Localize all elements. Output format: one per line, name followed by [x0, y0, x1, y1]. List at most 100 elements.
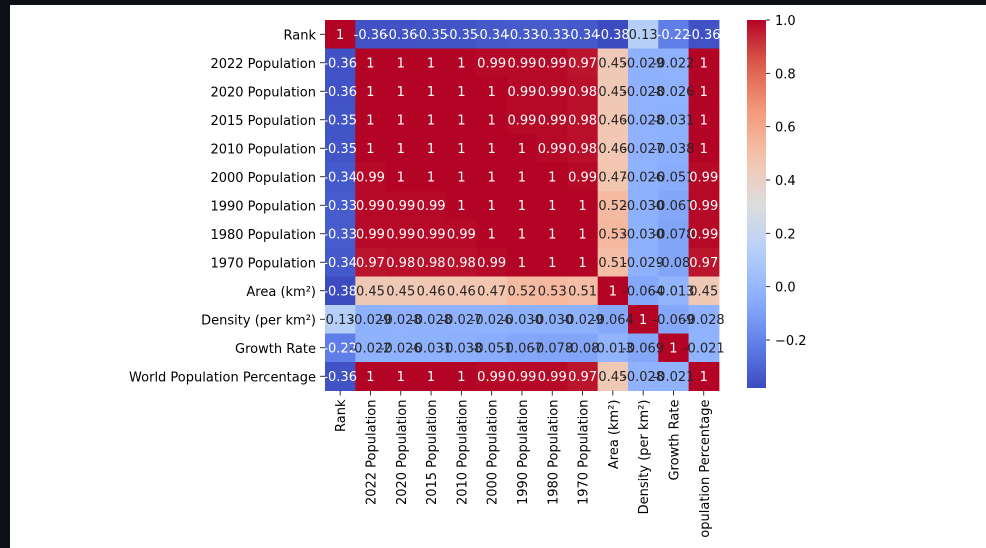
- cell-value-label: 0.99: [689, 170, 718, 185]
- heatmap-cell: [537, 333, 568, 363]
- cell-value-label: 0.53: [598, 227, 627, 242]
- heatmap-cell: [476, 219, 508, 249]
- y-tick-label-1980-population: 1980 Population: [210, 228, 316, 243]
- cell-value-label: -0.064: [592, 313, 634, 328]
- heatmap-cell: [325, 20, 356, 49]
- heatmap-cell: [506, 77, 538, 106]
- x-tick-label-growth-rate: Growth Rate: [667, 400, 682, 481]
- cell-value-label: 0.99: [507, 56, 536, 71]
- heatmap-cell: [658, 219, 690, 249]
- cell-value-label: -0.028: [622, 113, 664, 128]
- cell-value-label: 1: [427, 370, 435, 385]
- heatmap-cell: [597, 77, 629, 106]
- cell-value-label: 0.45: [356, 284, 385, 299]
- y-tick-label-1990-population: 1990 Population: [210, 199, 316, 214]
- x-tick-label-area-km: Area (km²): [607, 400, 622, 470]
- heatmap-cell: [325, 276, 356, 306]
- cell-value-label: -0.36: [687, 28, 721, 43]
- heatmap-cell: [658, 77, 690, 106]
- heatmap-cell: [446, 248, 477, 277]
- x-tick-label-rank: Rank: [334, 399, 349, 432]
- heatmap-cell: [415, 20, 447, 49]
- cell-value-label: -0.34: [475, 28, 509, 43]
- heatmap-cell: [628, 362, 659, 391]
- x-tick-label-1980-population: 1980 Population: [546, 400, 561, 506]
- cell-value-label: -0.030: [531, 313, 573, 328]
- heatmap-cell: [628, 134, 659, 163]
- cell-value-label: 0.98: [417, 256, 446, 271]
- colorbar: 1.0 0.8 0.6 0.4 0.2 0.0 −0.2: [747, 14, 807, 388]
- y-tick-label-2020-population: 2020 Population: [210, 85, 316, 100]
- heatmap-cell: [537, 48, 568, 78]
- heatmap-cell: [415, 191, 447, 220]
- cell-value-label: 1: [488, 113, 496, 128]
- heatmap-cell: [476, 276, 508, 306]
- heatmap-cell: [325, 134, 356, 163]
- y-tick-label-density-per-km: Density (per km²): [201, 313, 316, 328]
- heatmap-cell: [597, 276, 629, 306]
- heatmap-cell: [537, 77, 568, 106]
- cell-value-label: 1: [488, 85, 496, 100]
- heatmap-cell: [415, 276, 447, 306]
- cell-value-label: 0.52: [598, 199, 627, 214]
- cell-value-label: 0.45: [598, 56, 627, 71]
- cell-value-label: 1: [700, 85, 708, 100]
- heatmap-cell: [355, 305, 387, 334]
- cell-value-label: -0.051: [471, 341, 513, 356]
- heatmap-cell: [355, 276, 387, 306]
- cell-value-label: 1: [488, 142, 496, 157]
- heatmap-cell: [628, 333, 659, 363]
- heatmap-cell: [385, 20, 417, 49]
- heatmap-cell: [658, 333, 690, 363]
- heatmap-cell: [688, 191, 720, 220]
- cell-value-label: -0.028: [622, 85, 664, 100]
- cell-value-label: -0.35: [414, 28, 448, 43]
- cell-value-label: 1: [427, 113, 435, 128]
- heatmap-cell: [537, 20, 568, 49]
- cell-value-label: -0.34: [323, 170, 357, 185]
- heatmap-cell: [597, 134, 629, 163]
- y-tick-label-2000-population: 2000 Population: [210, 171, 316, 186]
- heatmap-cell: [537, 162, 568, 192]
- cell-value-label: 0.99: [477, 56, 506, 71]
- cell-value-label: 0.99: [447, 227, 476, 242]
- heatmap-cell: [567, 20, 599, 49]
- cell-value-label: 0.51: [598, 256, 627, 271]
- cell-value-label: 0.99: [538, 370, 567, 385]
- heatmap-cell: [506, 276, 538, 306]
- heatmap-cell: [628, 20, 659, 49]
- cell-value-label: 1: [700, 56, 708, 71]
- heatmap-cell: [446, 219, 477, 249]
- cell-value-label: 1: [457, 170, 465, 185]
- heatmap-cell: [385, 77, 417, 106]
- colorbar-tick-label: 0.0: [775, 281, 796, 296]
- heatmap-cell: [476, 134, 508, 163]
- heatmap-cell: [537, 305, 568, 334]
- heatmap-cell: [325, 162, 356, 192]
- cell-value-label: -0.38: [596, 28, 630, 43]
- heatmap-cell: [325, 77, 356, 106]
- cell-value-label: 1: [397, 370, 405, 385]
- cell-value-label: 1: [457, 56, 465, 71]
- cell-value-label: -0.026: [652, 85, 694, 100]
- cell-value-label: 1: [578, 256, 586, 271]
- cell-value-label: 1: [700, 370, 708, 385]
- heatmap-cell: [446, 191, 477, 220]
- heatmap-cell: [506, 20, 538, 49]
- cell-value-label: 0.45: [386, 284, 415, 299]
- cell-value-label: 0.46: [417, 284, 446, 299]
- heatmap-cell: [658, 191, 690, 220]
- heatmap-cell: [658, 48, 690, 78]
- cell-value-label: 0.45: [598, 370, 627, 385]
- figure-canvas: 1 -0.36 -0.36 -0.35 -0.35 -0.34 -0.33 -0.33 -0.3…: [10, 5, 986, 548]
- cell-value-label: 1: [427, 142, 435, 157]
- cell-value-label: 1: [548, 199, 556, 214]
- heatmap-cell: [385, 105, 417, 135]
- cell-value-label: 0.99: [689, 199, 718, 214]
- cell-value-label: 0.98: [568, 142, 597, 157]
- cell-value-label: -0.051: [652, 170, 694, 185]
- heatmap-cell: [688, 362, 720, 391]
- heatmap-cell: [567, 48, 599, 78]
- colorbar-gradient: [747, 20, 766, 388]
- cell-value-label: 0.46: [598, 142, 627, 157]
